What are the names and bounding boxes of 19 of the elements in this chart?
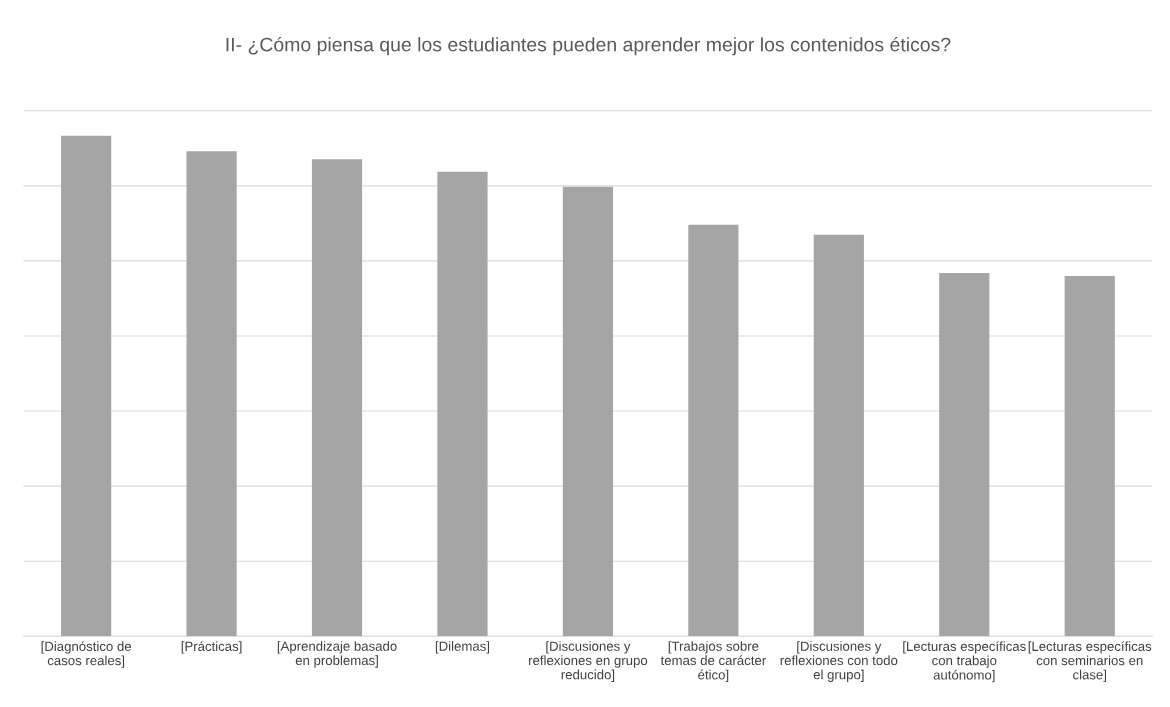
- bar: [562, 186, 614, 637]
- x-tick-label: [Discusiones y reflexiones en grupo reducido]: [529, 641, 648, 682]
- x-tick-label: [Trabajos sobre temas de carácter ético]: [660, 641, 766, 683]
- x-tick-label: [Lecturas específicas con seminarios en clase]: [1028, 641, 1152, 683]
- x-tick-label: [Prácticas]: [181, 641, 242, 654]
- x-tick-label: [Lecturas específicas con trabajo autónomo]: [903, 641, 1026, 683]
- bar: [688, 224, 739, 637]
- x-tick-label: [Discusiones y reflexiones con todo el grupo]: [780, 641, 898, 682]
- bar: [1064, 275, 1115, 637]
- x-tick-label: [Diagnóstico de casos reales]: [41, 641, 132, 668]
- bar: [813, 234, 864, 637]
- bar: [311, 159, 363, 637]
- chart-title: II- ¿Cómo piensa que los estudiantes pueden aprender mejor los contenidos éticos?: [226, 36, 951, 56]
- bar: [939, 272, 990, 637]
- bar: [61, 135, 112, 637]
- x-tick-label: [Aprendizaje basado en problemas]: [277, 641, 397, 668]
- bar: [437, 171, 488, 637]
- bar: [186, 151, 237, 637]
- x-tick-label: [Dilemas]: [435, 641, 490, 654]
